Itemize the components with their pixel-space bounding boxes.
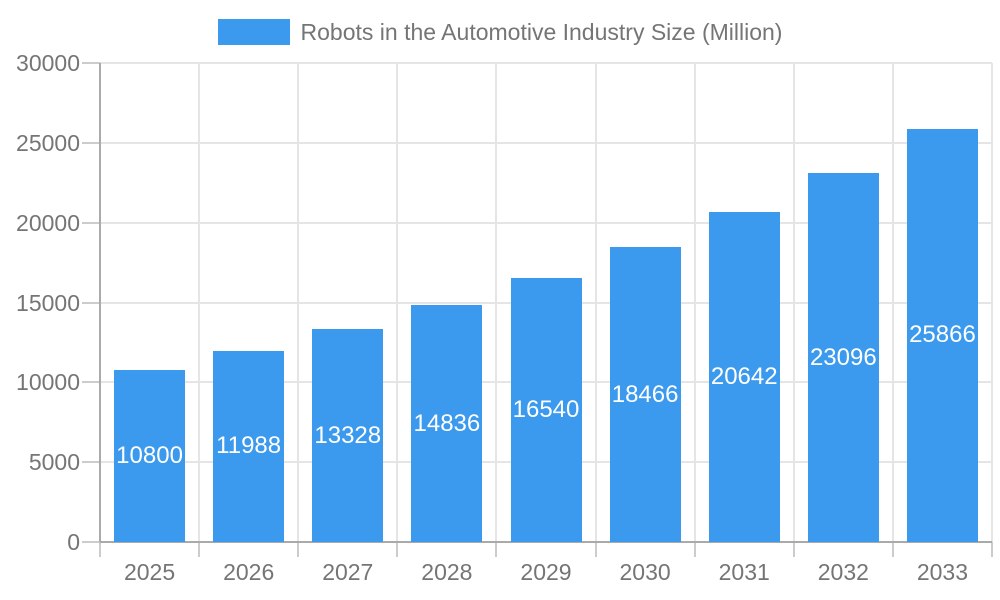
y-axis-line — [99, 63, 101, 542]
y-tick-label: 5000 — [28, 449, 80, 476]
x-tick — [99, 542, 101, 557]
x-tick-label: 2032 — [817, 559, 869, 585]
x-tick — [396, 542, 399, 557]
y-tick-label: 30000 — [16, 50, 80, 76]
y-tick — [82, 541, 100, 543]
x-gridline — [792, 63, 795, 542]
x-tick — [891, 542, 894, 557]
y-tick — [82, 141, 100, 144]
x-tick-label: 2026 — [223, 559, 275, 585]
bar: 13328 — [312, 329, 384, 542]
y-tick — [82, 461, 100, 464]
legend[interactable]: Robots in the Automotive Industry Size (… — [0, 16, 1000, 48]
bar-value-label: 25866 — [909, 321, 976, 349]
bar-value-label: 13328 — [314, 421, 382, 449]
x-tick — [297, 542, 300, 557]
bar: 25866 — [906, 129, 978, 542]
x-gridline — [495, 63, 498, 542]
bar: 10800 — [114, 369, 186, 542]
y-gridline — [100, 221, 992, 224]
bar-value-label: 23096 — [809, 343, 877, 371]
x-tick — [594, 542, 597, 557]
bar: 14836 — [411, 305, 483, 542]
x-tick-label: 2031 — [718, 559, 770, 585]
x-gridline — [991, 63, 993, 542]
bar-value-label: 11988 — [216, 432, 282, 460]
y-tick-label: 20000 — [16, 209, 80, 236]
bar-value-label: 20642 — [710, 363, 778, 391]
x-tick-label: 2027 — [322, 559, 374, 585]
x-gridline — [693, 63, 696, 542]
y-gridline — [100, 62, 992, 64]
y-tick-label: 25000 — [16, 129, 80, 156]
x-tick — [495, 542, 498, 557]
x-tick — [792, 542, 795, 557]
x-gridline — [594, 63, 597, 542]
y-tick — [82, 221, 100, 224]
x-gridline — [396, 63, 399, 542]
x-tick — [693, 542, 696, 557]
x-tick-label: 2029 — [520, 559, 572, 585]
bar: 18466 — [609, 247, 681, 542]
bar: 23096 — [807, 173, 879, 542]
x-tick-label: 2033 — [916, 559, 969, 585]
x-tick — [991, 542, 993, 557]
bar-value-label: 16540 — [512, 395, 580, 423]
bar-value-label: 14836 — [413, 409, 481, 437]
legend-label: Robots in the Automotive Industry Size (… — [300, 18, 783, 45]
bar-value-label: 18466 — [611, 380, 679, 408]
y-tick — [82, 301, 100, 304]
bar: 16540 — [510, 277, 582, 542]
x-tick — [198, 542, 201, 557]
bar: 11988 — [213, 350, 285, 542]
x-tick-label: 2028 — [421, 559, 473, 585]
x-gridline — [297, 63, 300, 542]
y-tick-label: 0 — [67, 529, 80, 555]
legend-swatch-icon — [217, 19, 290, 45]
y-tick-label: 10000 — [16, 369, 80, 396]
x-gridline — [891, 63, 894, 542]
y-gridline — [100, 141, 992, 144]
x-tick-label: 2025 — [123, 559, 176, 585]
bar-value-label: 10800 — [116, 441, 183, 469]
bar: 20642 — [708, 212, 780, 542]
x-tick-label: 2030 — [619, 559, 671, 585]
y-tick — [82, 62, 100, 64]
x-axis-line — [100, 541, 992, 543]
y-tick-label: 15000 — [16, 289, 80, 316]
y-tick — [82, 381, 100, 384]
x-gridline — [198, 63, 201, 542]
